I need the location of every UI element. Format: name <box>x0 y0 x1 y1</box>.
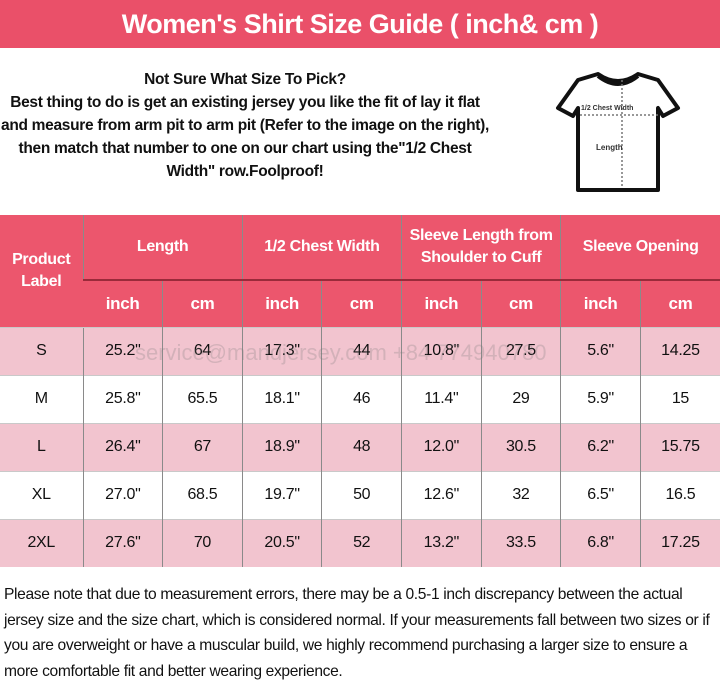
measurement-cell: 64 <box>162 326 243 375</box>
unit-header: cm <box>639 280 720 327</box>
measurement-cell: 15 <box>639 374 720 423</box>
measurement-cell: 29 <box>480 374 561 423</box>
size-label-cell: XL <box>0 470 83 519</box>
group-header-sleeve-length: Sleeve Length from Shoulder to Cuff <box>400 215 561 281</box>
unit-header: inch <box>83 280 163 327</box>
table-row: M 25.8" 65.5 18.1" 46 11.4" 29 5.9" 15 <box>0 374 720 423</box>
measurement-cell: 11.4" <box>401 374 482 423</box>
tshirt-diagram-icon: 1/2 Chest Width Length <box>556 72 680 192</box>
size-label-cell: L <box>0 422 83 471</box>
intro-heading: Not Sure What Size To Pick? <box>144 71 346 88</box>
group-header-chest: 1/2 Chest Width <box>241 215 402 281</box>
unit-header: inch <box>401 280 482 327</box>
intro-body: Best thing to do is get an existing jers… <box>1 94 489 180</box>
table-row: S 25.2" 64 17.3" 44 10.8" 27.5 5.6" 14.25 <box>0 326 720 375</box>
measurement-cell: 12.0" <box>401 422 482 471</box>
chest-width-label: 1/2 Chest Width <box>581 105 633 112</box>
intro-text: Not Sure What Size To Pick? Best thing t… <box>0 68 490 183</box>
unit-header: inch <box>241 280 322 327</box>
measurement-cell: 26.4" <box>82 422 163 471</box>
measurement-cell: 14.25 <box>639 326 720 375</box>
measurement-cell: 46 <box>321 374 402 423</box>
measurement-cell: 48 <box>321 422 402 471</box>
unit-header: cm <box>480 280 561 327</box>
measurement-cell: 70 <box>162 518 243 567</box>
size-label-cell: M <box>0 374 83 423</box>
measurement-cell: 68.5 <box>162 470 243 519</box>
group-header-sleeve-opening: Sleeve Opening <box>560 215 720 281</box>
measurement-cell: 15.75 <box>639 422 720 471</box>
measurement-cell: 5.6" <box>560 326 641 375</box>
table-row: XL 27.0" 68.5 19.7" 50 12.6" 32 6.5" 16.5 <box>0 470 720 519</box>
measurement-cell: 17.25 <box>639 518 720 567</box>
table-row: L 26.4" 67 18.9" 48 12.0" 30.5 6.2" 15.75 <box>0 422 720 471</box>
measurement-cell: 18.9" <box>241 422 322 471</box>
product-label-header: Product Label <box>0 215 83 327</box>
unit-header: cm <box>162 280 243 327</box>
measurement-cell: 6.5" <box>560 470 641 519</box>
footer-note: Please note that due to measurement erro… <box>4 586 710 680</box>
size-label-cell: S <box>0 326 83 375</box>
measurement-cell: 17.3" <box>241 326 322 375</box>
measurement-cell: 6.8" <box>560 518 641 567</box>
measurement-cell: 27.5 <box>480 326 561 375</box>
measurement-cell: 33.5 <box>480 518 561 567</box>
size-label-cell: 2XL <box>0 518 83 567</box>
measurement-cell: 16.5 <box>639 470 720 519</box>
measurement-cell: 27.0" <box>82 470 163 519</box>
measurement-cell: 5.9" <box>560 374 641 423</box>
measurement-cell: 10.8" <box>401 326 482 375</box>
intro-section: Not Sure What Size To Pick? Best thing t… <box>0 48 720 215</box>
measurement-cell: 52 <box>321 518 402 567</box>
measurement-cell: 30.5 <box>480 422 561 471</box>
measurement-cell: 50 <box>321 470 402 519</box>
unit-header: inch <box>560 280 641 327</box>
measurement-cell: 6.2" <box>560 422 641 471</box>
page-title: Women's Shirt Size Guide ( inch& cm ) <box>0 0 720 48</box>
measurement-cell: 19.7" <box>241 470 322 519</box>
measurement-cell: 12.6" <box>401 470 482 519</box>
length-label: Length <box>596 143 623 152</box>
measurement-cell: 25.8" <box>82 374 163 423</box>
measurement-cell: 13.2" <box>401 518 482 567</box>
group-header-length: Length <box>82 215 243 281</box>
measurement-cell: 25.2" <box>82 326 163 375</box>
measurement-cell: 67 <box>162 422 243 471</box>
measurement-cell: 44 <box>321 326 402 375</box>
measurement-cell: 65.5 <box>162 374 243 423</box>
measurement-cell: 27.6" <box>82 518 163 567</box>
measurement-cell: 18.1" <box>241 374 322 423</box>
measurement-cell: 32 <box>480 470 561 519</box>
measurement-cell: 20.5" <box>241 518 322 567</box>
table-row: 2XL 27.6" 70 20.5" 52 13.2" 33.5 6.8" 17.25 <box>0 518 720 567</box>
size-table: Product Label Length 1/2 Chest Width Sle… <box>0 215 720 567</box>
unit-header: cm <box>321 280 402 327</box>
